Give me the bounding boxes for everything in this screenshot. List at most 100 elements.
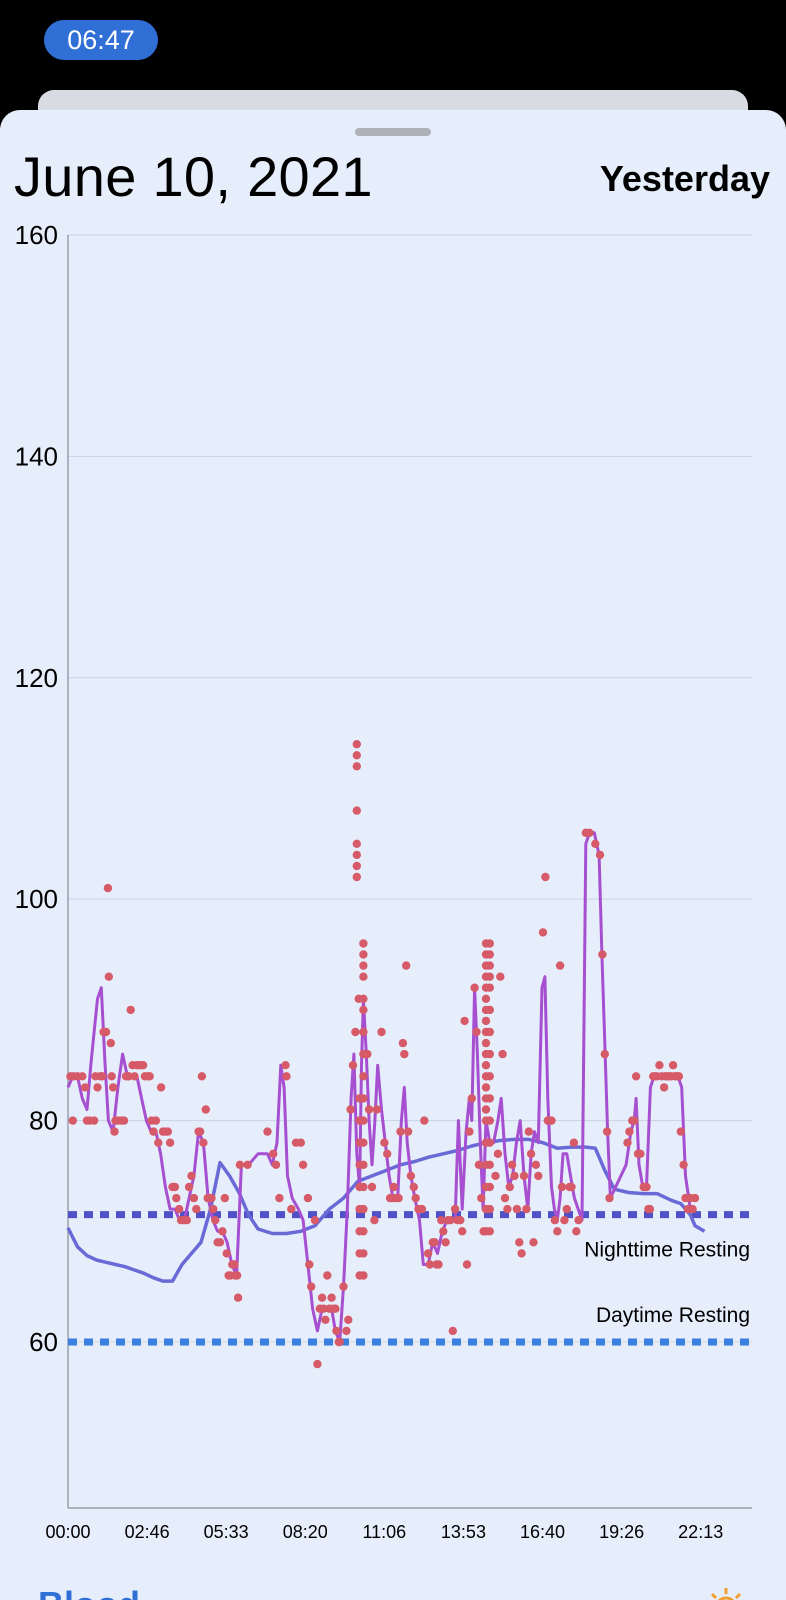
- sheet-grabber[interactable]: [355, 128, 431, 136]
- status-time-pill[interactable]: 06:47: [44, 20, 158, 60]
- data-point: [172, 1193, 181, 1203]
- data-point: [359, 1160, 368, 1170]
- data-point: [332, 1326, 341, 1336]
- data-point: [352, 850, 361, 860]
- data-point: [645, 1204, 655, 1214]
- data-point: [417, 1204, 427, 1214]
- data-point: [106, 1038, 116, 1048]
- data-point: [425, 1260, 435, 1269]
- data-point: [352, 740, 361, 749]
- data-point: [98, 1072, 107, 1081]
- x-tick-label: 08:20: [283, 1522, 328, 1542]
- data-point: [515, 1238, 524, 1247]
- data-point: [335, 1337, 344, 1347]
- data-point: [485, 972, 494, 981]
- data-point: [101, 1027, 111, 1037]
- y-tick-label: 80: [29, 1106, 58, 1136]
- data-point: [485, 950, 494, 959]
- data-point: [450, 1204, 460, 1214]
- data-point: [377, 1027, 386, 1037]
- data-point: [359, 1116, 368, 1125]
- data-point: [598, 950, 607, 959]
- data-point: [363, 1049, 372, 1059]
- data-point: [170, 1182, 180, 1192]
- data-point: [631, 1072, 641, 1081]
- data-point: [359, 1072, 368, 1081]
- bottom-nav-peek[interactable]: Blood: [38, 1590, 158, 1600]
- data-point: [359, 1249, 368, 1258]
- data-point: [209, 1204, 218, 1214]
- data-point: [107, 1072, 116, 1081]
- detail-sheet: June 10, 2021 Yesterday 160 140 120 100 80 60…: [0, 110, 786, 1600]
- data-point: [215, 1238, 225, 1247]
- data-point: [409, 1182, 418, 1192]
- data-point: [396, 1127, 405, 1136]
- data-point: [550, 1216, 560, 1225]
- sun-icon[interactable]: [706, 1586, 746, 1600]
- reference-label-daytime: Daytime Resting: [596, 1304, 750, 1327]
- data-point: [282, 1072, 291, 1081]
- reference-label-nighttime: Nighttime Resting: [584, 1239, 750, 1262]
- data-point: [156, 1083, 166, 1092]
- data-point: [119, 1116, 129, 1125]
- data-point: [145, 1072, 154, 1081]
- data-point: [331, 1304, 340, 1313]
- data-point: [187, 1171, 196, 1181]
- data-point: [485, 1027, 494, 1037]
- data-point: [485, 1072, 494, 1081]
- data-point: [531, 1160, 541, 1170]
- data-point: [557, 1182, 567, 1192]
- data-point: [313, 1359, 322, 1369]
- data-point: [230, 1260, 239, 1269]
- data-point: [269, 1149, 278, 1159]
- data-point: [485, 1227, 494, 1236]
- data-point: [510, 1171, 519, 1181]
- data-point: [359, 1094, 368, 1103]
- data-point: [352, 872, 361, 882]
- data-point: [352, 861, 361, 871]
- data-point: [595, 850, 605, 860]
- data-point: [359, 1204, 368, 1214]
- data-point: [485, 983, 494, 992]
- data-point: [235, 1160, 245, 1170]
- data-point: [485, 1204, 494, 1214]
- data-point: [281, 1061, 290, 1070]
- data-point: [553, 1227, 562, 1236]
- data-point: [163, 1127, 172, 1136]
- data-point: [446, 1216, 455, 1225]
- data-point: [690, 1193, 700, 1203]
- data-point: [271, 1160, 281, 1170]
- data-point: [182, 1216, 191, 1225]
- data-point: [676, 1127, 685, 1136]
- data-point: [411, 1193, 420, 1203]
- data-point: [505, 1182, 514, 1192]
- data-point: [642, 1182, 651, 1192]
- data-point: [243, 1160, 252, 1170]
- data-point: [149, 1127, 158, 1136]
- y-tick-label: 160: [15, 220, 58, 250]
- data-point: [522, 1204, 531, 1214]
- data-point: [93, 1083, 102, 1092]
- data-point: [339, 1282, 348, 1291]
- data-point: [420, 1116, 429, 1125]
- data-point: [481, 1083, 491, 1092]
- yesterday-button[interactable]: Yesterday: [599, 158, 770, 199]
- data-point: [434, 1260, 443, 1269]
- data-point: [541, 872, 550, 882]
- data-point: [310, 1216, 320, 1225]
- data-point: [481, 1016, 491, 1026]
- data-point: [439, 1227, 448, 1236]
- data-point: [351, 1027, 360, 1037]
- data-point: [189, 1193, 199, 1203]
- data-point: [602, 1127, 612, 1136]
- data-point: [222, 1249, 231, 1258]
- chart-axes: [67, 235, 752, 1509]
- data-point: [352, 839, 361, 848]
- data-point: [493, 1149, 503, 1159]
- data-point: [481, 994, 491, 1003]
- y-axis-ticks: 160 140 120 100 80 60: [15, 220, 58, 1357]
- data-point: [441, 1238, 450, 1247]
- status-time: 06:47: [67, 25, 135, 55]
- data-point: [485, 1116, 494, 1125]
- data-point: [668, 1061, 678, 1070]
